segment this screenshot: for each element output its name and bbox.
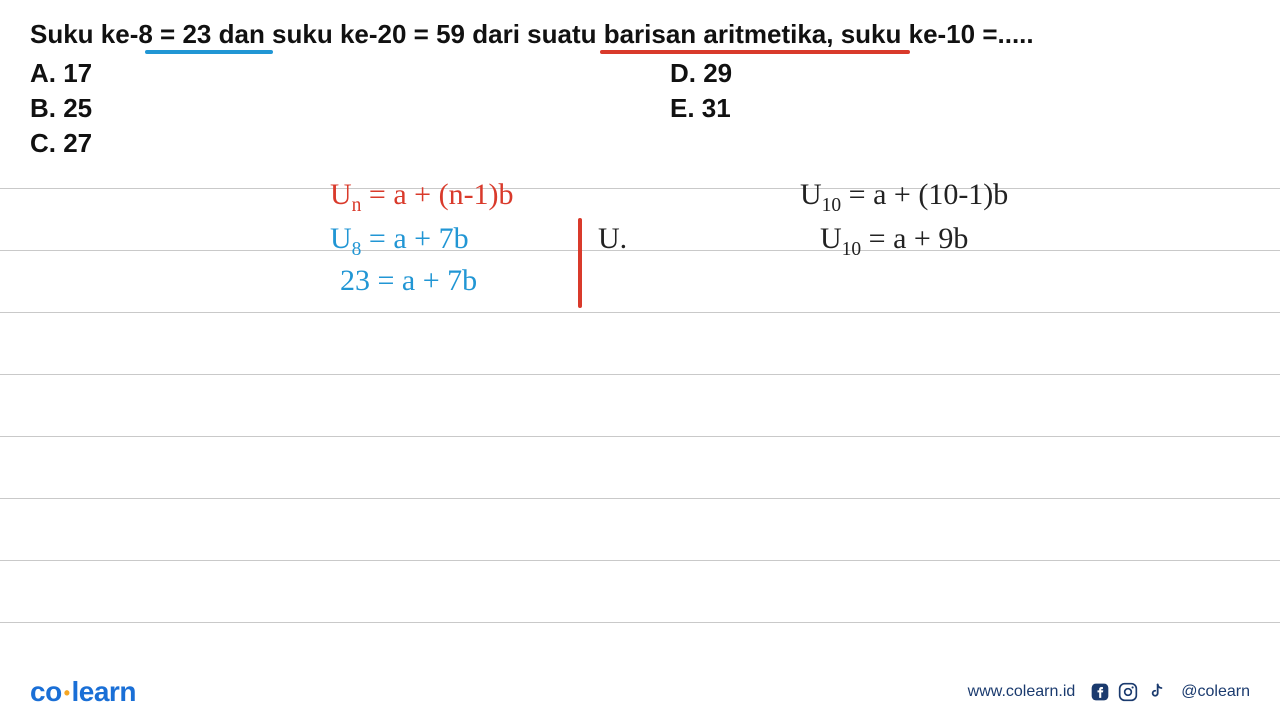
- lined-worksheet-area: [0, 180, 1280, 660]
- horizontal-line: [0, 622, 1280, 623]
- handwritten-formula-u10-2: U10 = a + 9b: [820, 222, 968, 261]
- option-c: C. 27: [30, 128, 670, 159]
- horizontal-line: [0, 312, 1280, 313]
- handwritten-formula-u8: U8 = a + 7b: [330, 222, 469, 261]
- horizontal-line: [0, 188, 1280, 189]
- question-text-content: Suku ke-8 = 23 dan suku ke-20 = 59 dari …: [30, 19, 1034, 49]
- facebook-icon: [1089, 681, 1111, 703]
- handwritten-formula-un: Un = a + (n-1)b: [330, 178, 514, 217]
- footer-right: www.colearn.id @colearn: [968, 681, 1250, 703]
- footer-social-icons: [1089, 681, 1167, 703]
- option-b: B. 25: [30, 93, 670, 124]
- footer: co•learn www.colearn.id @colearn: [0, 664, 1280, 720]
- horizontal-line: [0, 374, 1280, 375]
- logo-dot-icon: •: [62, 683, 72, 703]
- vertical-divider-red: [578, 218, 582, 308]
- answer-options: A. 17 B. 25 C. 27 D. 29 E. 31: [30, 58, 1250, 159]
- footer-url: www.colearn.id: [968, 683, 1076, 701]
- question-area: Suku ke-8 = 23 dan suku ke-20 = 59 dari …: [0, 0, 1280, 159]
- handwritten-formula-u10-1: U10 = a + (10-1)b: [800, 178, 1008, 217]
- option-e: E. 31: [670, 93, 1070, 124]
- horizontal-line: [0, 560, 1280, 561]
- underline-red: [600, 50, 910, 54]
- option-a: A. 17: [30, 58, 670, 89]
- horizontal-line: [0, 250, 1280, 251]
- horizontal-line: [0, 436, 1280, 437]
- logo-learn: learn: [72, 676, 136, 707]
- colearn-logo: co•learn: [30, 676, 136, 708]
- horizontal-line: [0, 498, 1280, 499]
- handwritten-u-partial: U.: [598, 222, 627, 256]
- instagram-icon: [1117, 681, 1139, 703]
- logo-co: co: [30, 676, 62, 707]
- tiktok-icon: [1145, 681, 1167, 703]
- options-column-right: D. 29 E. 31: [670, 58, 1070, 159]
- option-d: D. 29: [670, 58, 1070, 89]
- options-column-left: A. 17 B. 25 C. 27: [30, 58, 670, 159]
- footer-handle: @colearn: [1181, 683, 1250, 701]
- handwritten-equation-23: 23 = a + 7b: [340, 264, 477, 298]
- question-text: Suku ke-8 = 23 dan suku ke-20 = 59 dari …: [30, 18, 1250, 52]
- underline-blue: [145, 50, 273, 54]
